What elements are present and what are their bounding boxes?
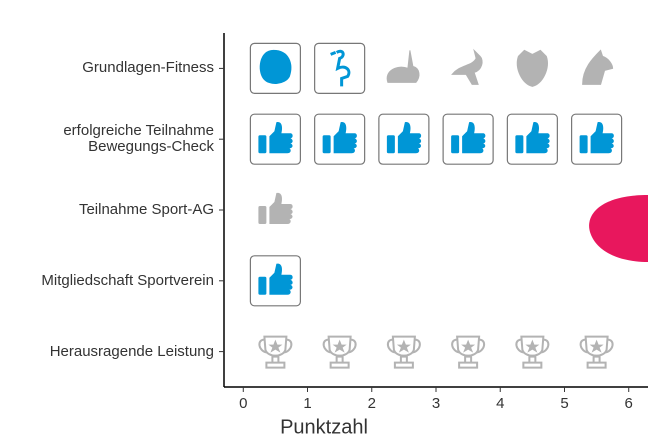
icon-part [333, 340, 347, 353]
icon-part [268, 340, 282, 353]
icon-part [580, 135, 588, 153]
x-tick-label: 3 [432, 395, 440, 412]
icon-part [461, 340, 475, 353]
open-icon [452, 337, 484, 368]
icon-part [258, 277, 266, 295]
open-icon [259, 337, 291, 368]
x-tick-label: 0 [239, 395, 247, 412]
icon-part [590, 340, 604, 353]
open-icon [583, 50, 613, 84]
x-tick-label: 6 [625, 395, 633, 412]
icon-part [387, 50, 419, 82]
open-icon [324, 337, 356, 368]
open-icon [452, 50, 482, 84]
achieved-icon [315, 43, 365, 93]
icon-part [269, 193, 292, 224]
achieved-icon [507, 114, 557, 164]
badge [589, 195, 648, 262]
icon-part [525, 340, 539, 353]
y-tick-label: Mitgliedschaft Sportverein [0, 273, 214, 289]
icon-part [517, 50, 547, 86]
page: {"chart_data": {"type": "icon", "x_label… [0, 0, 648, 436]
open-icon [387, 50, 419, 82]
icon-part [387, 135, 395, 153]
y-tick-label: Teilnahme Sport-AG [0, 202, 214, 218]
icon-part [515, 135, 523, 153]
achieved-icon [250, 256, 300, 306]
icon-part [583, 50, 613, 84]
open-icon [516, 337, 548, 368]
x-tick-label: 2 [368, 395, 376, 412]
x-tick-label: 4 [496, 395, 504, 412]
icon-part [258, 135, 266, 153]
achieved-icon [379, 114, 429, 164]
open-icon [388, 337, 420, 368]
icon-part [323, 135, 331, 153]
x-tick-label: 1 [303, 395, 311, 412]
achieved-icon [443, 114, 493, 164]
icon-part [451, 135, 459, 153]
y-tick-label: Herausragende Leistung [0, 344, 214, 360]
x-tick-label: 5 [560, 395, 568, 412]
icon-part [260, 50, 291, 83]
achieved-icon [250, 43, 300, 93]
icon-part [258, 206, 266, 224]
y-tick-label: erfolgreiche Teilnahme Bewegungs-Check [0, 123, 214, 155]
icon-part [397, 340, 411, 353]
open-icon [258, 193, 292, 224]
achieved-icon [315, 114, 365, 164]
achieved-icon [250, 114, 300, 164]
achieved-icon [572, 114, 622, 164]
open-icon [581, 337, 613, 368]
icon-part [452, 50, 482, 84]
y-tick-label: Grundlagen-Fitness [0, 60, 214, 76]
open-icon [517, 50, 547, 86]
x-axis-title: Punktzahl [280, 416, 368, 436]
